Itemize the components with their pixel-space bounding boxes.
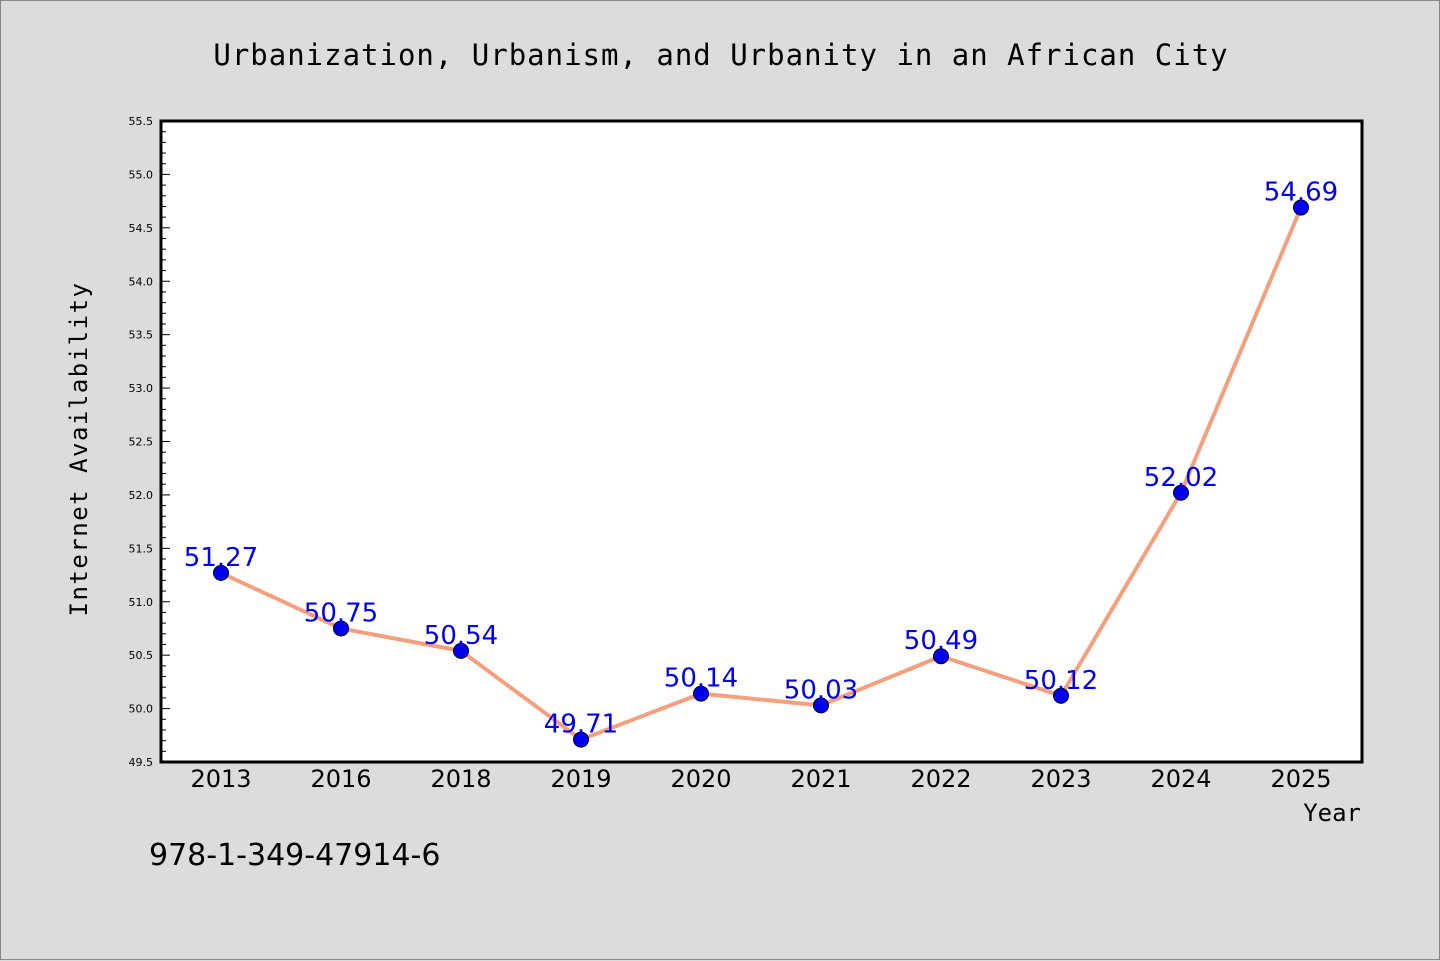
y-tick-label: 50.0 (129, 703, 154, 716)
data-point (1173, 484, 1189, 501)
x-tick-label: 2019 (550, 765, 611, 793)
data-point (333, 620, 349, 637)
data-labels: 51.27 50.75 50.54 49.71 50.14 50.03 50.49 50.12… (184, 178, 1338, 740)
data-label: 54.69 (1264, 178, 1338, 208)
y-axis: 49.5 50.0 50.5 51.0 51.5 52.0 52.5 53.0 53.5 54.0… (129, 115, 170, 769)
data-point (1293, 199, 1309, 216)
y-tick-label: 52.0 (129, 489, 154, 502)
x-tick-label: 2023 (1030, 765, 1091, 793)
data-label: 50.49 (904, 626, 978, 656)
data-point (1053, 687, 1069, 704)
data-markers (213, 199, 1309, 748)
data-point (453, 642, 469, 659)
series-line-group (219, 205, 1303, 742)
y-tick-label: 54.0 (129, 275, 154, 288)
y-tick-label: 54.5 (129, 222, 154, 235)
y-tick-label: 49.5 (129, 756, 154, 769)
y-tick-label: 53.5 (129, 329, 154, 342)
y-tick-label: 55.0 (129, 168, 154, 181)
data-label: 50.03 (784, 675, 858, 705)
x-tick-label: 2020 (670, 765, 731, 793)
data-point (813, 697, 829, 714)
data-point (693, 685, 709, 702)
data-label: 49.71 (544, 710, 618, 740)
x-tick-label: 2018 (430, 765, 491, 793)
data-label: 52.02 (1144, 463, 1218, 493)
isbn-text: 978-1-349-47914-6 (149, 838, 440, 873)
x-tick-label: 2021 (790, 765, 851, 793)
series-line (219, 205, 1303, 742)
y-tick-label: 55.5 (129, 115, 154, 128)
data-label: 50.12 (1024, 666, 1098, 696)
y-tick-label: 50.5 (129, 649, 154, 662)
data-label: 50.75 (304, 598, 378, 628)
x-axis: 2013 2016 2018 2019 2020 2021 2022 2023 2024 2025 (190, 765, 1331, 793)
plot-area (159, 119, 1364, 764)
data-label: 51.27 (184, 543, 258, 573)
data-point (213, 564, 229, 581)
data-label: 50.14 (664, 664, 738, 694)
chart-title: Urbanization, Urbanism, and Urbanity in … (213, 38, 1228, 72)
x-tick-label: 2025 (1270, 765, 1331, 793)
y-tick-label: 51.0 (129, 596, 154, 609)
x-axis-label: Year (1303, 799, 1361, 827)
y-tick-label: 53.0 (129, 382, 154, 395)
y-tick-label: 51.5 (129, 542, 154, 555)
y-axis-label: Internet Availability (65, 282, 93, 617)
y-tick-label: 52.5 (129, 436, 154, 449)
data-label: 50.54 (424, 621, 498, 651)
data-point (573, 731, 589, 748)
x-tick-label: 2022 (910, 765, 971, 793)
x-tick-label: 2013 (190, 765, 251, 793)
x-tick-label: 2016 (310, 765, 371, 793)
data-point (933, 648, 949, 665)
x-tick-label: 2024 (1150, 765, 1211, 793)
